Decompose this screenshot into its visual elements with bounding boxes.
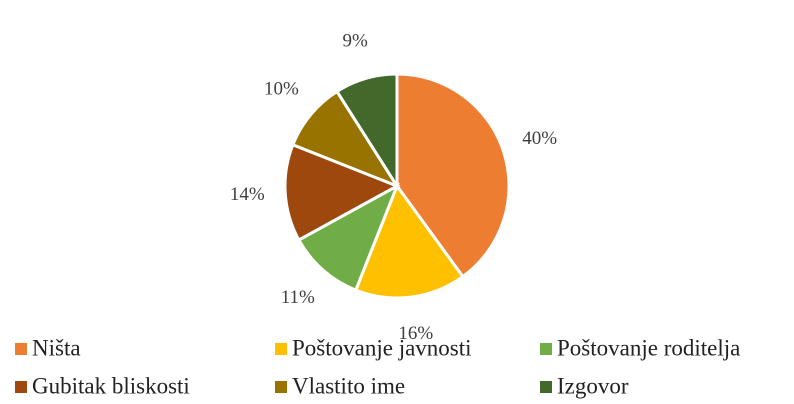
legend-swatch [540,381,552,393]
legend-swatch [15,343,27,355]
data-label: 16% [398,323,433,344]
legend-label: Izgovor [557,373,629,398]
data-label: 40% [522,128,557,149]
legend-label: Ništa [32,335,81,360]
legend-label: Vlastito ime [292,373,405,398]
legend-label: Poštovanje roditelja [557,335,740,360]
legend-swatch [540,343,552,355]
data-label: 11% [281,287,315,308]
legend-swatch [275,381,287,393]
pie-slice [334,72,399,192]
legend-swatch [275,343,287,355]
data-label: 14% [230,184,265,205]
data-label: 9% [342,30,368,51]
data-label: 10% [264,79,299,100]
legend-label: Poštovanje javnosti [292,335,472,360]
legend-label: Gubitak bliskosti [32,373,190,398]
pie-slice [395,72,511,279]
legend-swatch [15,381,27,393]
pie-slice [283,142,401,242]
pie-slice [353,182,465,300]
